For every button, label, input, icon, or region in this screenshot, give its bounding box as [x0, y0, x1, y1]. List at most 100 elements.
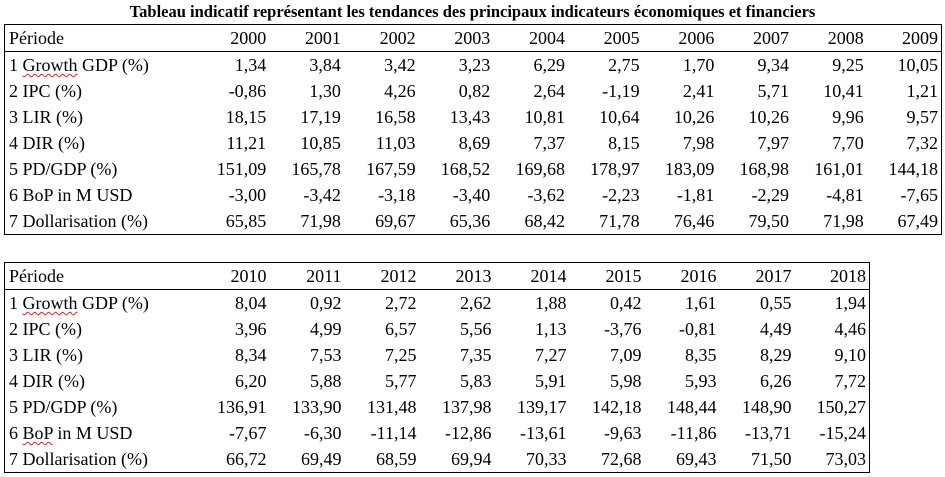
year-header: 2008	[792, 24, 867, 52]
value-cell: 3,84	[309, 55, 341, 75]
value-cell: 8,35	[685, 345, 717, 365]
value-cell: 3,42	[384, 55, 416, 75]
value-cell: 3,96	[235, 319, 267, 339]
indicator-name: DIR (%)	[22, 133, 85, 153]
header-row: Période 2010 2011 2012 2013 2014 2015 2016 2017 2…	[4, 262, 870, 290]
value-cell: 7,35	[460, 345, 492, 365]
value-cell: 6,26	[760, 371, 792, 391]
indicator-name: PD/GDP (%)	[22, 159, 118, 179]
year-header: 2006	[642, 24, 718, 52]
value-cell: 5,56	[460, 319, 492, 339]
value-cell: 165,78	[291, 159, 341, 179]
indicator-name: LIR (%)	[22, 345, 83, 365]
value-cell: 69,94	[451, 449, 492, 469]
value-cell: 68,42	[524, 211, 565, 231]
value-cell: 9,10	[834, 345, 867, 365]
value-cell: 69,67	[375, 211, 416, 231]
value-cell: 11,21	[226, 133, 267, 153]
indicator-label: 5 PD/GDP (%)	[5, 394, 195, 420]
value-cell: -3,76	[604, 319, 642, 339]
indicator-number: 3	[9, 345, 18, 365]
year-header: 2005	[567, 24, 643, 52]
indicator-name-rest: in M USD	[52, 423, 133, 443]
value-cell: 18,15	[225, 107, 267, 127]
indicator-number: 6	[9, 185, 18, 205]
indicator-name: DIR (%)	[22, 371, 85, 391]
value-cell: 183,09	[664, 159, 715, 179]
year-header: 2014	[494, 262, 570, 290]
indicator-number: 1	[9, 55, 18, 75]
value-cell: 10,05	[897, 55, 939, 75]
value-cell: 7,27	[535, 345, 567, 365]
value-cell: 1,61	[685, 293, 717, 313]
value-cell: 7,72	[834, 371, 867, 391]
value-cell: 1,13	[535, 319, 567, 339]
table-row: 4 DIR (%) 6,20 5,88 5,77 5,83 5,91 5,98 5,93 6,2…	[5, 368, 870, 394]
value-cell: 148,90	[742, 397, 792, 417]
value-cell: 71,98	[823, 211, 864, 231]
value-cell: 0,42	[610, 293, 642, 313]
value-cell: 10,41	[823, 81, 864, 101]
value-cell: 9,96	[832, 107, 864, 127]
indicator-number: 2	[9, 81, 18, 101]
value-cell: 0,92	[310, 293, 342, 313]
value-cell: -11,86	[670, 423, 717, 443]
value-cell: 139,17	[517, 397, 567, 417]
value-cell: 7,53	[310, 345, 342, 365]
value-cell: 161,01	[814, 159, 864, 179]
value-cell: 5,88	[310, 371, 342, 391]
value-cell: 4,99	[310, 319, 342, 339]
value-cell: 0,55	[760, 293, 792, 313]
indicator-name: BoP in M USD	[22, 185, 133, 205]
value-cell: 9,34	[757, 55, 790, 75]
value-cell: 1,88	[535, 293, 567, 313]
value-cell: 2,75	[608, 55, 640, 75]
indicator-name: Dollarisation (%)	[22, 449, 148, 469]
value-cell: -1,19	[602, 81, 640, 101]
value-cell: -11,14	[370, 423, 417, 443]
period-header: Période	[4, 262, 195, 290]
indicators-table-2000-2009: Période 2000 2001 2002 2003 2004 2005 2006 2007 2…	[4, 24, 942, 235]
table-row: 5 PD/GDP (%) 136,91 133,90 131,48 137,98 139,…	[5, 394, 870, 420]
value-cell: 76,46	[673, 211, 715, 231]
value-cell: 66,72	[226, 449, 267, 469]
value-cell: 167,59	[366, 159, 416, 179]
indicator-number: 1	[9, 293, 18, 313]
value-cell: 148,44	[667, 397, 717, 417]
value-cell: 6,57	[385, 319, 417, 339]
value-cell: 7,37	[533, 133, 565, 153]
value-cell: 2,72	[385, 293, 417, 313]
value-cell: 5,98	[610, 371, 642, 391]
value-cell: -7,67	[229, 423, 267, 443]
value-cell: -13,61	[520, 423, 567, 443]
value-cell: 150,27	[816, 397, 867, 417]
indicator-number: 3	[9, 107, 18, 127]
table-row: 7 Dollarisation (%) 65,85 71,98 69,67 65,36 6…	[5, 208, 942, 235]
value-cell: -0,86	[228, 81, 267, 101]
value-cell: -3,62	[527, 185, 565, 205]
value-cell: 10,26	[673, 107, 715, 127]
value-cell: -0,81	[679, 319, 717, 339]
value-cell: -7,65	[900, 185, 939, 205]
year-header: 2018	[794, 262, 870, 290]
value-cell: 65,36	[449, 211, 491, 231]
value-cell: 69,49	[301, 449, 342, 469]
value-cell: 168,52	[440, 159, 491, 179]
value-cell: -15,24	[819, 423, 867, 443]
value-cell: 7,98	[682, 133, 715, 153]
indicator-label: 7 Dollarisation (%)	[5, 446, 195, 473]
value-cell: 7,25	[385, 345, 417, 365]
value-cell: -3,42	[303, 185, 341, 205]
value-cell: -1,81	[676, 185, 715, 205]
indicator-name: Growth	[22, 293, 78, 313]
value-cell: 7,70	[832, 133, 864, 153]
year-header: 2011	[269, 262, 345, 290]
value-cell: 133,90	[292, 397, 342, 417]
value-cell: 4,49	[760, 319, 792, 339]
value-cell: 137,98	[442, 397, 492, 417]
value-cell: 71,50	[751, 449, 792, 469]
indicator-name: Dollarisation (%)	[22, 211, 148, 231]
indicator-number: 2	[9, 319, 18, 339]
indicator-label: 2 IPC (%)	[5, 316, 195, 342]
indicator-name: BoP	[22, 423, 53, 443]
